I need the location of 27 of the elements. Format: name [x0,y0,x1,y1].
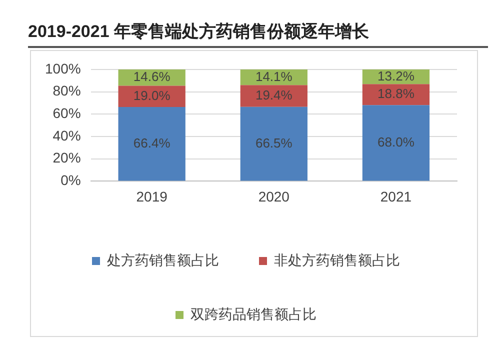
x-tick-label: 2020 [258,188,290,204]
bar [240,85,308,107]
y-tick-label: 100% [44,60,81,76]
y-tick-label: 40% [52,127,81,144]
data-label: 66.5% [255,135,293,150]
data-label: 18.8% [378,86,415,102]
y-tick-label: 0% [60,172,81,188]
legend-label: 非处方药销售额占比 [274,252,400,268]
y-tick-label: 20% [52,150,81,166]
data-label: 13.2% [378,68,415,84]
data-label: 66.4% [133,135,171,150]
x-tick-label: 2019 [136,188,168,204]
data-label: 68.0% [378,134,415,150]
legend-label: 双跨药品销售额占比 [190,306,316,322]
data-label: 19.4% [255,88,293,103]
data-label: 14.6% [133,69,171,84]
x-tick-label: 2021 [380,188,412,204]
bar [362,105,430,181]
legend-label: 处方药销售额占比 [107,252,219,268]
bar [118,86,186,107]
y-tick-label: 80% [52,82,81,99]
data-label: 14.1% [255,68,293,84]
y-tick-label: 60% [52,104,81,121]
data-label: 19.0% [133,88,171,103]
bar [240,106,308,181]
chart-title: 2019-2021 年零售端处方药销售份额逐年增长 [28,20,488,48]
bar [118,106,186,181]
